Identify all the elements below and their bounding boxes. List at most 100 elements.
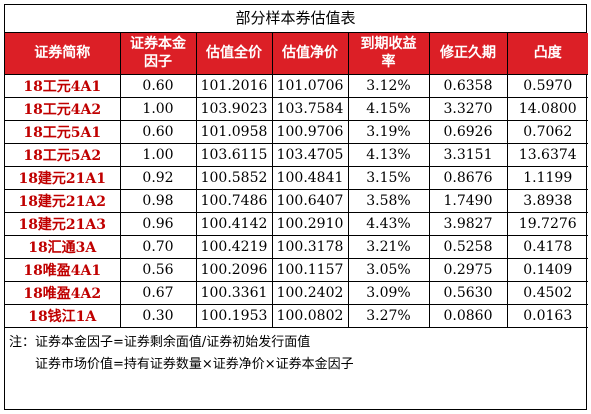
table-row: 18汇通3A 0.70 100.4219 100.3178 3.21% 0.52… [5,234,588,259]
principal-factor: 0.70 [119,234,197,259]
convexity: 0.0163 [506,303,588,328]
net-price: 103.4705 [271,142,349,167]
bond-name: 18唯盈4A1 [5,257,121,282]
principal-factor: 0.60 [119,119,197,144]
table-row: 18唯盈4A2 0.67 100.3361 100.2402 3.09% 0.5… [5,280,588,305]
bond-name: 18工元5A2 [5,142,121,167]
table-row: 18工元5A2 1.00 103.6115 103.4705 4.13% 3.3… [5,142,588,167]
yield-to-maturity: 4.13% [347,142,430,167]
header-ytm: 到期收益率 [347,33,430,75]
full-price: 100.1953 [195,303,273,328]
yield-to-maturity: 3.09% [347,280,430,305]
modified-duration: 0.0860 [428,303,508,328]
footnotes: 注：证券本金因子=证券剩余面值/证券初始发行面值 证券市场价值=持有证券数量×证… [5,328,586,376]
modified-duration: 0.6926 [428,119,508,144]
bond-name: 18工元4A1 [5,73,121,98]
principal-factor: 0.67 [119,280,197,305]
net-price: 103.7584 [271,96,349,121]
modified-duration: 0.6358 [428,73,508,98]
modified-duration: 0.5630 [428,280,508,305]
modified-duration: 3.3270 [428,96,508,121]
bond-name: 18建元21A1 [5,165,121,190]
net-price: 101.0706 [271,73,349,98]
valuation-sheet: 部分样本券估值表 证券简称 证券本金 因子 估值全价 估值净价 到期收益率 修正久… [4,4,588,410]
bond-name: 18建元21A3 [5,211,121,236]
full-price: 100.4142 [195,211,273,236]
principal-factor: 0.56 [119,257,197,282]
full-price: 103.9023 [195,96,273,121]
net-price: 100.2910 [271,211,349,236]
bond-name: 18工元4A2 [5,96,121,121]
bond-name: 18工元5A1 [5,119,121,144]
net-price: 100.3178 [271,234,349,259]
full-price: 100.3361 [195,280,273,305]
footnote-principal-factor: 注：证券本金因子=证券剩余面值/证券初始发行面值 [9,334,311,350]
yield-to-maturity: 3.12% [347,73,430,98]
footnote-market-value: 证券市场价值=持有证券数量×证券净价×证券本金因子 [35,356,354,372]
net-price: 100.2402 [271,280,349,305]
principal-factor: 0.98 [119,188,197,213]
convexity: 0.1409 [506,257,588,282]
table-row: 18工元4A2 1.00 103.9023 103.7584 4.15% 3.3… [5,96,588,121]
convexity: 19.7276 [506,211,588,236]
modified-duration: 0.5258 [428,234,508,259]
table-row: 18唯盈4A1 0.56 100.2096 100.1157 3.05% 0.2… [5,257,588,282]
bond-name: 18汇通3A [5,234,121,259]
net-price: 100.6407 [271,188,349,213]
header-factor: 证券本金 因子 [119,33,197,75]
principal-factor: 0.30 [119,303,197,328]
principal-factor: 0.92 [119,165,197,190]
full-price: 103.6115 [195,142,273,167]
full-price: 100.2096 [195,257,273,282]
net-price: 100.9706 [271,119,349,144]
net-price: 100.1157 [271,257,349,282]
yield-to-maturity: 3.27% [347,303,430,328]
modified-duration: 0.2975 [428,257,508,282]
convexity: 0.7062 [506,119,588,144]
convexity: 0.4178 [506,234,588,259]
yield-to-maturity: 3.05% [347,257,430,282]
principal-factor: 1.00 [119,142,197,167]
net-price: 100.4841 [271,165,349,190]
full-price: 100.7486 [195,188,273,213]
net-price: 100.0802 [271,303,349,328]
table-row: 18工元5A1 0.60 101.0958 100.9706 3.19% 0.6… [5,119,588,144]
table-row: 18工元4A1 0.60 101.2016 101.0706 3.12% 0.6… [5,73,588,98]
table-title: 部分样本券估值表 [5,5,586,33]
principal-factor: 0.96 [119,211,197,236]
principal-factor: 0.60 [119,73,197,98]
header-convexity: 凸度 [506,33,588,75]
valuation-table: 证券简称 证券本金 因子 估值全价 估值净价 到期收益率 修正久期 凸度 18工元… [5,33,588,328]
principal-factor: 1.00 [119,96,197,121]
bond-name: 18钱江1A [5,303,121,328]
bond-name: 18建元21A2 [5,188,121,213]
table-row: 18钱江1A 0.30 100.1953 100.0802 3.27% 0.08… [5,303,588,328]
yield-to-maturity: 4.15% [347,96,430,121]
header-name: 证券简称 [5,33,121,75]
header-full-price: 估值全价 [195,33,273,75]
full-price: 101.2016 [195,73,273,98]
header-duration: 修正久期 [428,33,508,75]
modified-duration: 0.8676 [428,165,508,190]
table-row: 18建元21A2 0.98 100.7486 100.6407 3.58% 1.… [5,188,588,213]
full-price: 100.4219 [195,234,273,259]
table-row: 18建元21A1 0.92 100.5852 100.4841 3.15% 0.… [5,165,588,190]
convexity: 0.5970 [506,73,588,98]
modified-duration: 3.9827 [428,211,508,236]
header-row: 证券简称 证券本金 因子 估值全价 估值净价 到期收益率 修正久期 凸度 [5,33,588,75]
yield-to-maturity: 3.58% [347,188,430,213]
full-price: 101.0958 [195,119,273,144]
bond-name: 18唯盈4A2 [5,280,121,305]
header-net-price: 估值净价 [271,33,349,75]
modified-duration: 1.7490 [428,188,508,213]
table-row: 18建元21A3 0.96 100.4142 100.2910 4.43% 3.… [5,211,588,236]
yield-to-maturity: 3.21% [347,234,430,259]
convexity: 0.4502 [506,280,588,305]
convexity: 14.0800 [506,96,588,121]
convexity: 1.1199 [506,165,588,190]
yield-to-maturity: 4.43% [347,211,430,236]
full-price: 100.5852 [195,165,273,190]
modified-duration: 3.3151 [428,142,508,167]
convexity: 13.6374 [506,142,588,167]
yield-to-maturity: 3.15% [347,165,430,190]
